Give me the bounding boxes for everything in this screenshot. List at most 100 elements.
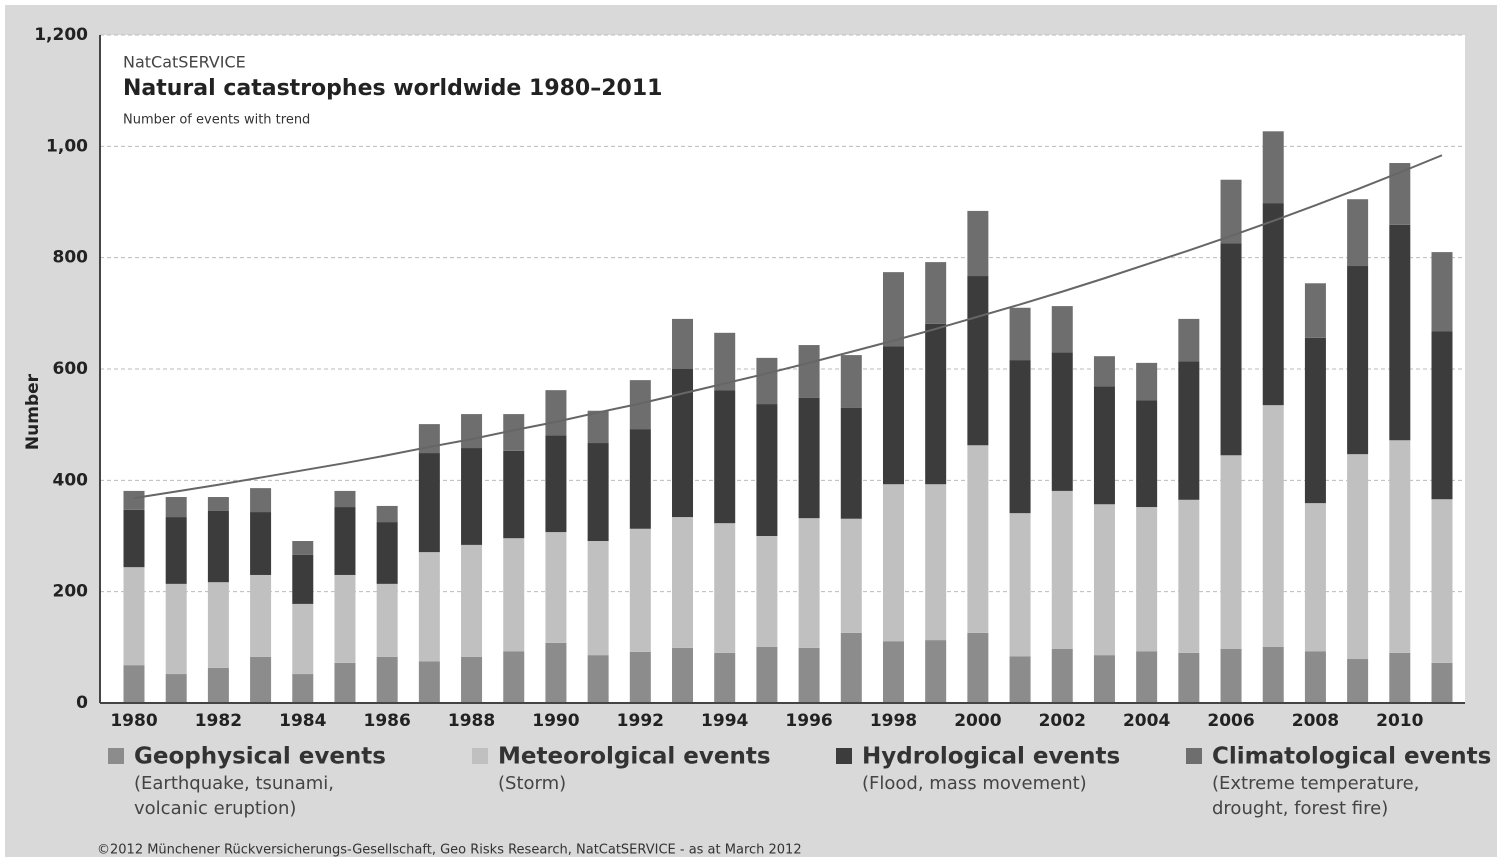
bar-segment [545,435,567,533]
bar-segment [1009,513,1031,657]
y-tick-label: 400 [53,470,89,490]
bar-segment [840,355,862,408]
bar-segment [250,488,272,513]
bar-segment [967,210,989,277]
x-tick-label: 1992 [617,711,664,731]
footer: ©2012 Münchener Rückversicherungs-Gesell… [97,843,802,858]
bar-segment [207,510,229,583]
legend-swatch [472,748,488,764]
bar-segment [1136,400,1158,508]
bar-segment [503,538,525,652]
bar-segment [123,567,145,666]
legend-description: (Earthquake, tsunami, [134,773,334,794]
bar-segment [587,655,609,703]
bar-segment [545,532,567,643]
bar-segment [925,640,947,703]
bar-segment [1389,224,1411,441]
bar-segment [882,641,904,703]
bar-segment [418,661,440,703]
bar-segment [1178,318,1200,362]
bar-segment [1093,386,1115,505]
chart-subtitle: Number of events with trend [123,113,310,128]
bar-segment [1347,659,1369,703]
bar-segment [925,484,947,641]
bar-segment [1136,507,1158,652]
bar-segment [461,544,483,657]
x-tick-label: 1996 [785,711,832,731]
bar-segment [1304,503,1326,652]
bar-segment [1304,337,1326,504]
bar-segment [1431,252,1453,332]
legend-description: (Storm) [498,773,566,794]
bar-segment [882,272,904,347]
x-tick-label: 1984 [279,711,326,731]
bar-segment [1009,656,1031,703]
bar-segment [250,656,272,703]
bar-segment [1389,163,1411,225]
bar-segment [1051,306,1073,353]
bar-segment [714,332,736,391]
bar-segment [1220,455,1242,650]
x-tick-label: 1990 [532,711,579,731]
bar-segment [165,497,187,518]
bar-segment [334,662,356,703]
bar-segment [1093,655,1115,703]
legend-description: (Extreme temperature, [1212,773,1419,794]
bar-segment [1051,490,1073,650]
bar-segment [840,407,862,519]
bar-segment [756,536,778,647]
x-tick-label: 1994 [701,711,748,731]
bar-segment [1347,454,1369,660]
bar-segment [418,453,440,553]
bar-segment [1051,352,1073,491]
bar-segment [1389,652,1411,703]
bar-segment [1136,651,1158,703]
y-tick-label: 800 [53,248,89,268]
x-tick-label: 2000 [954,711,1001,731]
bar-segment [1220,649,1242,703]
bar-segment [1431,662,1453,703]
bar-segment [1093,504,1115,656]
bar-segment [1136,362,1158,401]
bar-segment [376,522,398,584]
x-tick-label: 1986 [363,711,410,731]
bar-segment [629,380,651,430]
x-tick-label: 1988 [448,711,495,731]
bar-segment [714,390,736,524]
bar-segment [250,574,272,657]
bar-segment [1262,405,1284,647]
legend-swatch [1186,748,1202,764]
bar-segment [334,574,356,663]
bar-segment [925,262,947,324]
legend-description: volcanic eruption) [134,798,296,819]
bar-segment [967,632,989,703]
bar-segment [1178,652,1200,703]
bar-segment [587,410,609,444]
bar-segment [840,518,862,633]
bar-segment [1009,360,1031,514]
bar-segment [1093,356,1115,387]
legend-name: Meteorolgical events [498,744,771,770]
bar-segment [545,390,567,436]
bar-segment [334,490,356,508]
bar-segment [1347,266,1369,455]
x-tick-label: 2004 [1123,711,1170,731]
bar-segment [207,667,229,703]
bar-segment [503,450,525,539]
bar-segment [798,518,820,648]
chart-title: Natural catastrophes worldwide 1980–2011 [123,76,662,101]
bar-segment [418,552,440,662]
bar-segment [123,509,145,568]
bar-segment [840,632,862,703]
y-tick-label: 600 [53,359,89,379]
x-tick-label: 2008 [1292,711,1339,731]
legend-description: drought, forest fire) [1212,798,1388,819]
bar-segment [123,490,145,510]
bar-segment [967,445,989,633]
bar-segment [292,554,314,604]
bar-segment [250,512,272,575]
bar-segment [292,674,314,703]
bar-segment [629,528,651,652]
bar-segment [798,647,820,703]
bar-segment [714,523,736,653]
